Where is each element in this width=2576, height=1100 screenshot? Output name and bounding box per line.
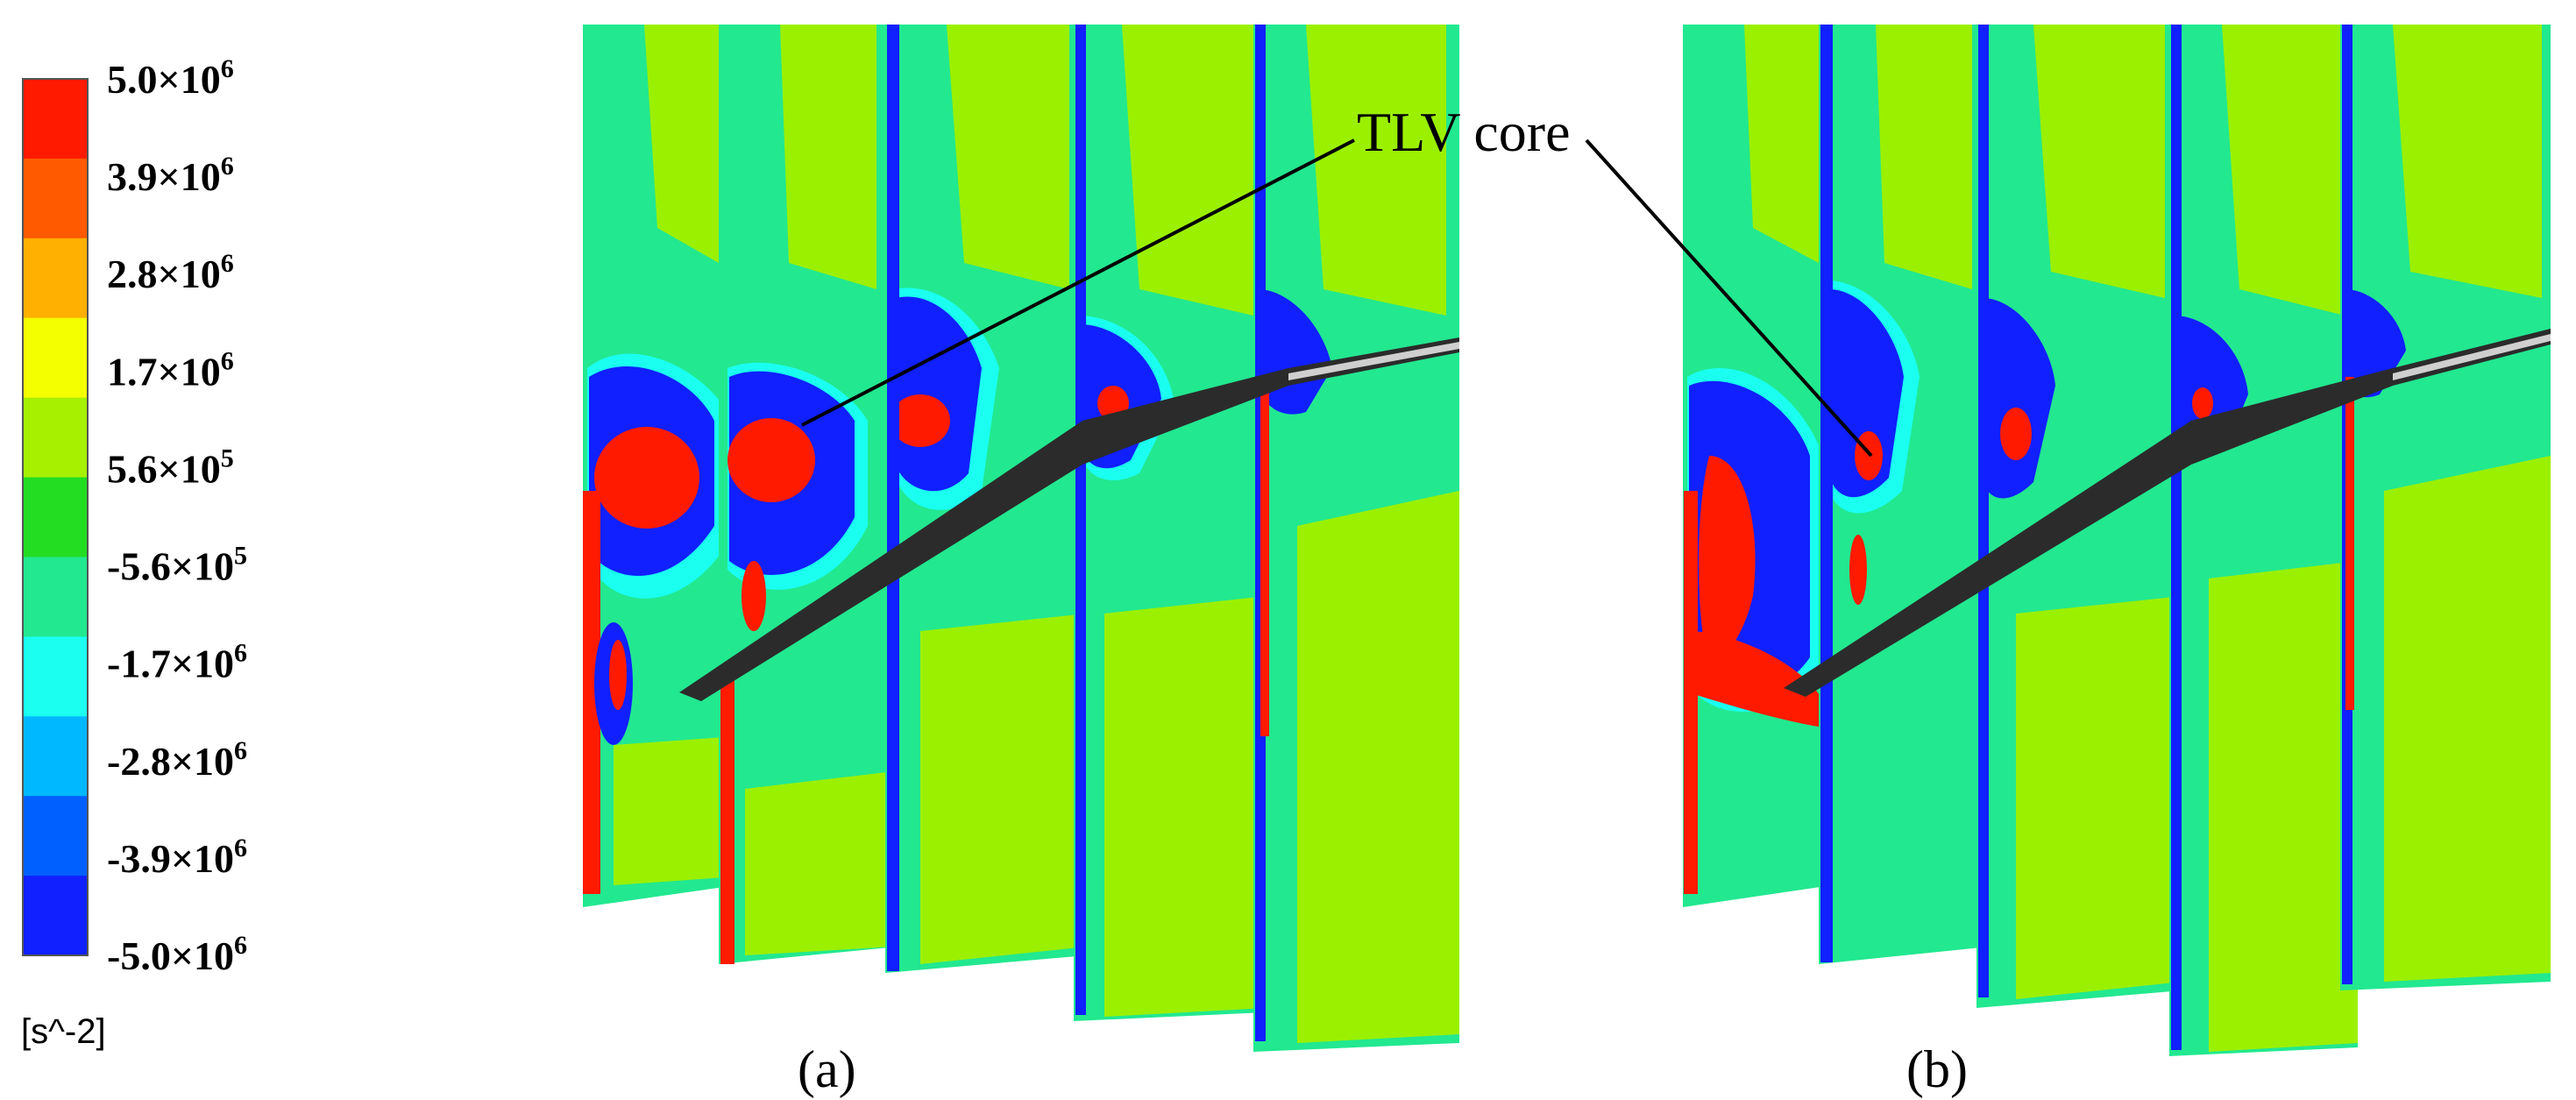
legend-swatch-6 <box>23 477 88 557</box>
legend-tick-label-2: 3.9×106 <box>107 152 234 199</box>
legend-swatch-4 <box>23 317 88 399</box>
slice-a3 <box>885 25 1087 973</box>
contour-panel-b <box>1683 25 2551 1056</box>
legend-tick-label-6: -5.6×105 <box>107 542 247 589</box>
legend-tick-labels: 5.0×106 3.9×106 2.8×106 1.7×106 5.6×105 -5.6×… <box>107 54 247 978</box>
legend-tick-label-9: -3.9×106 <box>107 834 247 881</box>
slice-a5 <box>1253 25 1459 1052</box>
slice-b1 <box>1683 25 1832 907</box>
slice-b4 <box>2169 25 2358 1056</box>
legend-swatch-2 <box>23 158 88 239</box>
slice-a4 <box>1074 25 1267 1021</box>
slice-b2 <box>1819 25 1990 964</box>
legend-swatch-9 <box>23 716 88 797</box>
leader-line-a <box>801 138 1355 427</box>
legend-unit-label: [s^-2] <box>21 1012 106 1051</box>
legend-swatch-8 <box>23 636 88 717</box>
panel-label-b: (b) <box>1906 1040 1968 1098</box>
legend-color-bar <box>23 79 88 956</box>
legend-tick-label-8: -2.8×106 <box>107 736 247 784</box>
slice-a1 <box>583 25 736 907</box>
legend-tick-label-7: -1.7×106 <box>107 639 247 686</box>
tlv-core-annotation: TLV core <box>801 101 1873 458</box>
legend-swatch-1 <box>23 79 88 160</box>
legend-swatch-5 <box>23 397 88 479</box>
legend-tick-label-4: 1.7×106 <box>107 346 234 394</box>
legend-tick-label-3: 2.8×106 <box>107 249 234 296</box>
legend-tick-label-1: 5.0×106 <box>107 54 234 102</box>
slice-a2 <box>719 25 898 964</box>
leader-line-b <box>1585 138 1873 458</box>
blade-b <box>1784 329 2551 697</box>
contour-panel-a <box>583 25 1459 1052</box>
tlv-core-label: TLV core <box>1357 101 1571 163</box>
slice-b5 <box>2340 25 2551 990</box>
legend-swatch-7 <box>23 557 88 637</box>
legend-tick-label-5: 5.6×105 <box>107 444 234 491</box>
panel-label-a: (a) <box>798 1040 856 1098</box>
legend-swatch-3 <box>23 238 88 319</box>
color-legend: 5.0×106 3.9×106 2.8×106 1.7×106 5.6×105 -5.6×… <box>21 54 247 1051</box>
legend-swatch-10 <box>23 796 88 876</box>
legend-swatch-11 <box>23 876 88 956</box>
legend-tick-label-10: -5.0×106 <box>107 931 247 978</box>
blade-a <box>679 337 1459 701</box>
